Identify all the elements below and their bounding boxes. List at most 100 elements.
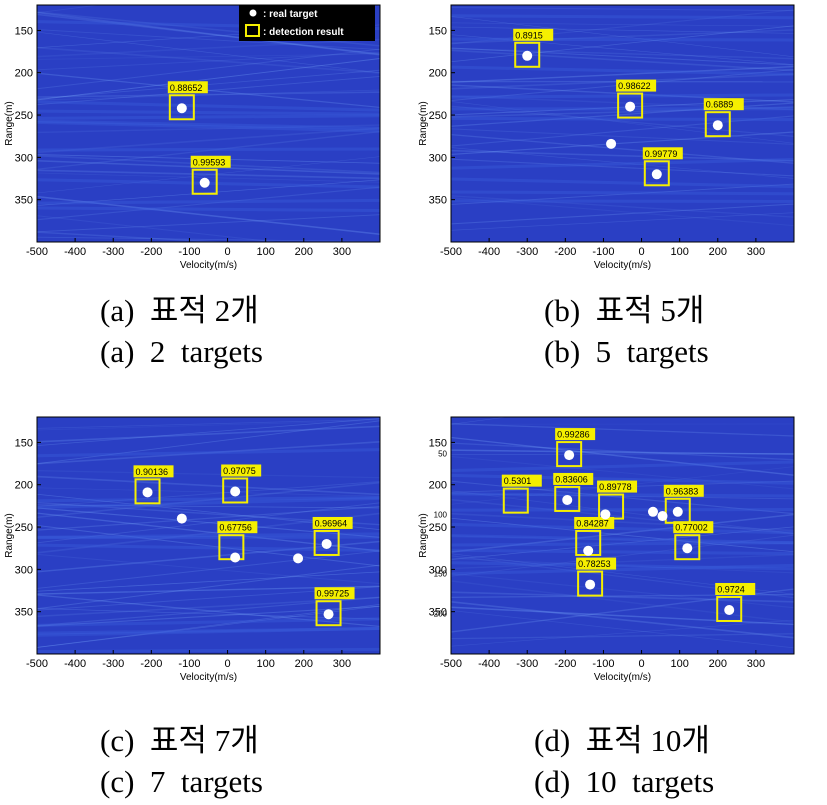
clutter-streak [37,605,380,648]
real-target-point [712,120,723,131]
clutter-streak [37,214,380,233]
score-label-bg [501,474,542,487]
real-target-point [176,513,187,524]
detection-result: 0.98622 [616,79,657,119]
real-target-point [724,604,735,615]
real-target-point [323,609,334,620]
y-tick-label: 300 [15,564,33,576]
detection-result: 0.6889 [703,98,744,138]
clutter-streak [37,475,380,496]
clutter-streak [451,195,794,218]
clutter-streak [37,89,380,101]
clutter-band [37,647,380,654]
clutter-streak [451,115,794,147]
y-tick-label: 300 [429,564,447,576]
detection-box [168,94,195,121]
clutter-streak [451,554,794,570]
clutter-streak [37,502,380,544]
clutter-streak [451,593,794,598]
clutter-streak [37,571,380,592]
detection-result: 0.99725 [314,587,355,627]
clutter-streak [37,127,380,154]
detection-box [577,570,604,597]
x-tick-label: 200 [709,246,727,258]
score-label: 0.83606 [555,474,588,484]
clutter-streak [451,47,794,66]
score-label-bg [133,465,174,478]
clutter-streak [37,58,380,101]
clutter-streak [37,169,380,180]
detection-result: 0.89778 [597,480,638,520]
score-label-bg [190,155,231,168]
clutter-streak [451,197,794,227]
clutter-band [37,532,380,539]
real-target-point [651,169,662,180]
x-tick-label: -500 [440,246,462,258]
caption-english: (d) 10 targets [534,764,715,799]
clutter-streak [451,158,794,177]
x-tick-label: 0 [224,658,230,670]
score-label-bg [221,464,262,477]
clutter-streak [37,420,380,431]
detection-result: 0.99593 [190,155,231,195]
x-tick-label: -300 [516,246,538,258]
clutter-streak [451,580,794,623]
clutter-band [37,448,380,458]
detection-box [643,160,670,187]
score-label-bg [553,472,594,485]
detection-box [617,92,644,119]
detection-box [502,487,529,514]
clutter-streak [451,456,794,490]
score-label-bg [555,428,596,441]
x-tick-label: -500 [440,658,462,670]
clutter-streak [37,550,380,589]
clutter-streak [37,608,380,620]
clutter-streak [37,524,380,567]
clutter-band [451,190,794,196]
clutter-band [37,100,380,112]
clutter-streak [451,449,794,456]
clutter-streak [451,29,794,44]
clutter-streak [37,481,380,507]
clutter-streak [37,156,380,194]
clutter-streak [37,13,380,55]
clutter-streak [451,16,794,58]
clutter-streak [451,512,794,532]
detection-result: 0.96964 [312,516,353,556]
caption-english: (c) 7 targets [100,764,263,799]
score-label: 0.88652 [170,83,203,93]
clutter-streak [451,212,794,231]
x-tick-label: 300 [747,658,765,670]
clutter-streak [37,425,380,443]
clutter-streak [37,69,380,100]
real-target-point [176,103,187,114]
clutter-streak [37,420,380,465]
y-tick-overlay-label: 100 [434,510,448,519]
x-tick-label: -200 [140,658,162,670]
clutter-streak [37,418,380,447]
x-tick-label: -100 [592,658,614,670]
score-label: 0.90136 [136,467,169,477]
detection-result: 0.78253 [576,557,617,597]
chart-a: -500 -400 -300 -200 -100 0 100 200 300 150 200 250 3… [4,4,381,271]
legend-detection-marker [244,24,260,37]
clutter-streak [37,124,380,134]
x-tick-label: -400 [478,246,500,258]
y-tick-label: 200 [429,480,447,492]
x-tick-label: 100 [256,246,274,258]
clutter-streak [451,149,794,162]
y-tick-label: 250 [429,110,447,122]
clutter-band [451,14,794,20]
x-tick-label: 100 [670,658,688,670]
clutter-streak [37,215,280,242]
clutter-streak [451,25,794,63]
clutter-streak [451,49,794,72]
clutter-band [451,522,794,535]
clutter-streak [451,133,794,164]
y-tick-overlay-label: 50 [438,449,447,458]
clutter-streak [451,535,794,545]
clutter-streak [37,29,380,51]
clutter-streak [37,72,380,109]
clutter-streak [37,195,380,235]
panel-d: -500 -400 -300 -200 -100 0 100 200 300 150 200 250 3… [414,412,814,802]
